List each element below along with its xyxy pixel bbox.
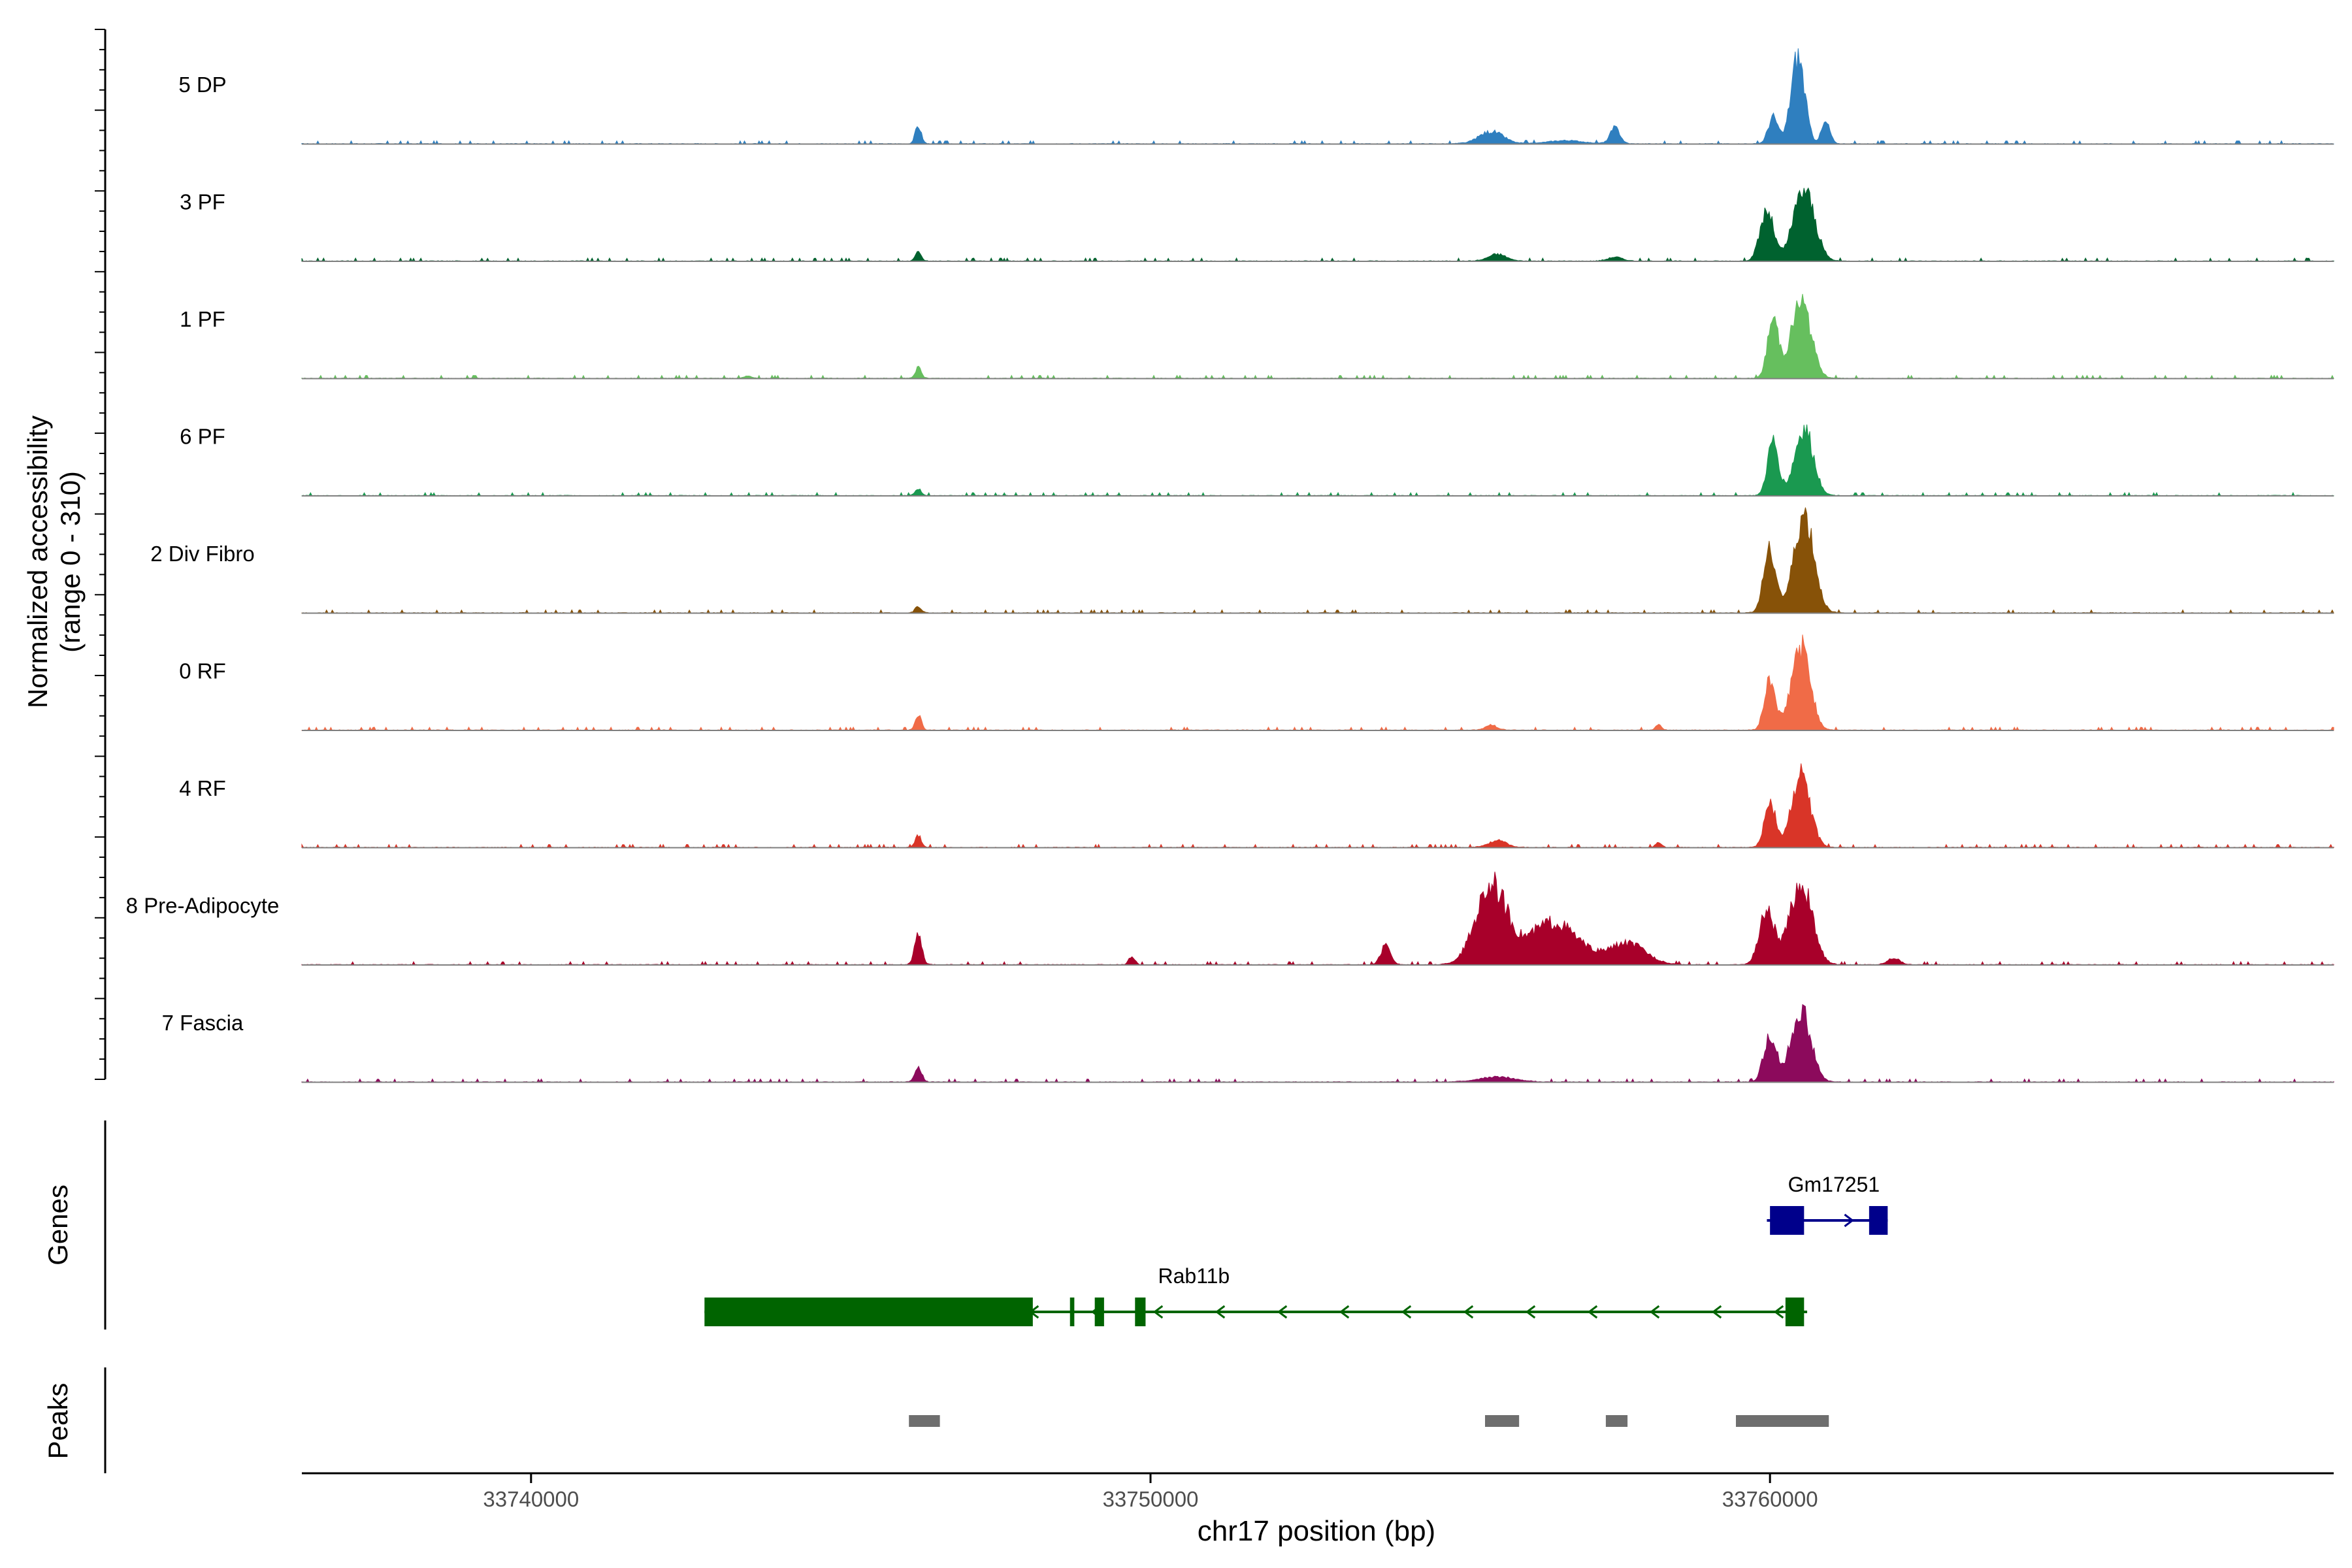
coverage-area xyxy=(301,872,2334,966)
track-1: 3 PF xyxy=(180,187,2334,263)
coverage-area xyxy=(301,1004,2334,1083)
peak-region xyxy=(909,1415,940,1427)
gene-label: Rab11b xyxy=(1158,1264,1230,1288)
x-axis-label: chr17 position (bp) xyxy=(1198,1515,1435,1547)
strand-chevron xyxy=(1773,1305,1784,1319)
coverage-area xyxy=(301,187,2334,263)
strand-chevron xyxy=(1525,1305,1536,1319)
peak-region xyxy=(1605,1415,1628,1427)
track-label: 4 RF xyxy=(179,776,226,800)
coverage-area xyxy=(301,634,2334,732)
track-label: 8 Pre-Adipocyte xyxy=(126,894,280,918)
peak-region xyxy=(1736,1415,1829,1427)
gene-rab11b: Rab11b xyxy=(704,1264,1808,1326)
gene-exon xyxy=(1070,1298,1075,1326)
track-label: 3 PF xyxy=(180,190,225,214)
track-3: 6 PF xyxy=(180,425,2334,497)
gene-label: Gm17251 xyxy=(1788,1173,1880,1196)
strand-chevron xyxy=(1152,1305,1164,1319)
track-label: 2 Div Fibro xyxy=(150,542,255,566)
peaks-axis-label: Peaks xyxy=(42,1383,73,1460)
strand-chevron xyxy=(1844,1213,1854,1228)
track-7: 8 Pre-Adipocyte xyxy=(126,872,2334,966)
peak-region xyxy=(1485,1415,1520,1427)
track-label: 1 PF xyxy=(180,307,225,331)
track-label: 7 Fascia xyxy=(162,1011,244,1035)
coverage-area xyxy=(301,507,2334,614)
tracks-axis-ticks xyxy=(95,29,105,1080)
gene-exon xyxy=(1785,1298,1805,1326)
track-4: 2 Div Fibro xyxy=(150,507,2334,614)
strand-chevron xyxy=(1711,1305,1722,1319)
strand-chevron xyxy=(1587,1305,1598,1319)
track-6: 4 RF xyxy=(179,763,2334,849)
y-axis-label-line1: Normalized accessibility xyxy=(22,416,53,708)
strand-chevron xyxy=(1277,1305,1288,1319)
track-label: 6 PF xyxy=(180,425,225,449)
genes-panel: Gm17251 Rab11b xyxy=(704,1173,1888,1326)
y-axis-label-line2: (range 0 - 310) xyxy=(55,471,86,653)
track-label: 5 DP xyxy=(178,73,226,97)
track-label: 0 RF xyxy=(179,659,226,683)
strand-chevron xyxy=(1649,1305,1660,1319)
gene-exon xyxy=(704,1298,1033,1326)
x-tick-label: 33740000 xyxy=(483,1487,579,1511)
strand-chevron xyxy=(1401,1305,1412,1319)
genes-axis-label: Genes xyxy=(42,1184,73,1266)
strand-chevron xyxy=(1463,1305,1474,1319)
peaks-panel xyxy=(909,1415,1829,1427)
gene-exon xyxy=(1770,1206,1805,1235)
strand-chevron xyxy=(1339,1305,1350,1319)
coverage-area xyxy=(301,48,2334,145)
track-5: 0 RF xyxy=(179,634,2334,732)
track-8: 7 Fascia xyxy=(162,1004,2334,1083)
x-tick-label: 33760000 xyxy=(1722,1487,1818,1511)
coverage-area xyxy=(301,424,2334,497)
track-0: 5 DP xyxy=(178,48,2334,145)
coverage-tracks: 5 DP 3 PF 1 PF 6 PF 2 Div Fibro 0 RF 4 RF 8 Pre… xyxy=(126,48,2334,1083)
gene-gm17251: Gm17251 xyxy=(1767,1173,1888,1235)
gene-exon xyxy=(1094,1298,1104,1326)
gene-exon xyxy=(1135,1298,1146,1326)
x-axis: 33740000 33750000 33760000 xyxy=(483,1473,1818,1511)
track-2: 1 PF xyxy=(180,293,2334,380)
strand-chevron xyxy=(1215,1305,1226,1319)
coverage-area xyxy=(301,293,2334,380)
gene-exon xyxy=(1869,1206,1888,1235)
x-tick-label: 33750000 xyxy=(1103,1487,1199,1511)
coverage-area xyxy=(301,763,2334,849)
